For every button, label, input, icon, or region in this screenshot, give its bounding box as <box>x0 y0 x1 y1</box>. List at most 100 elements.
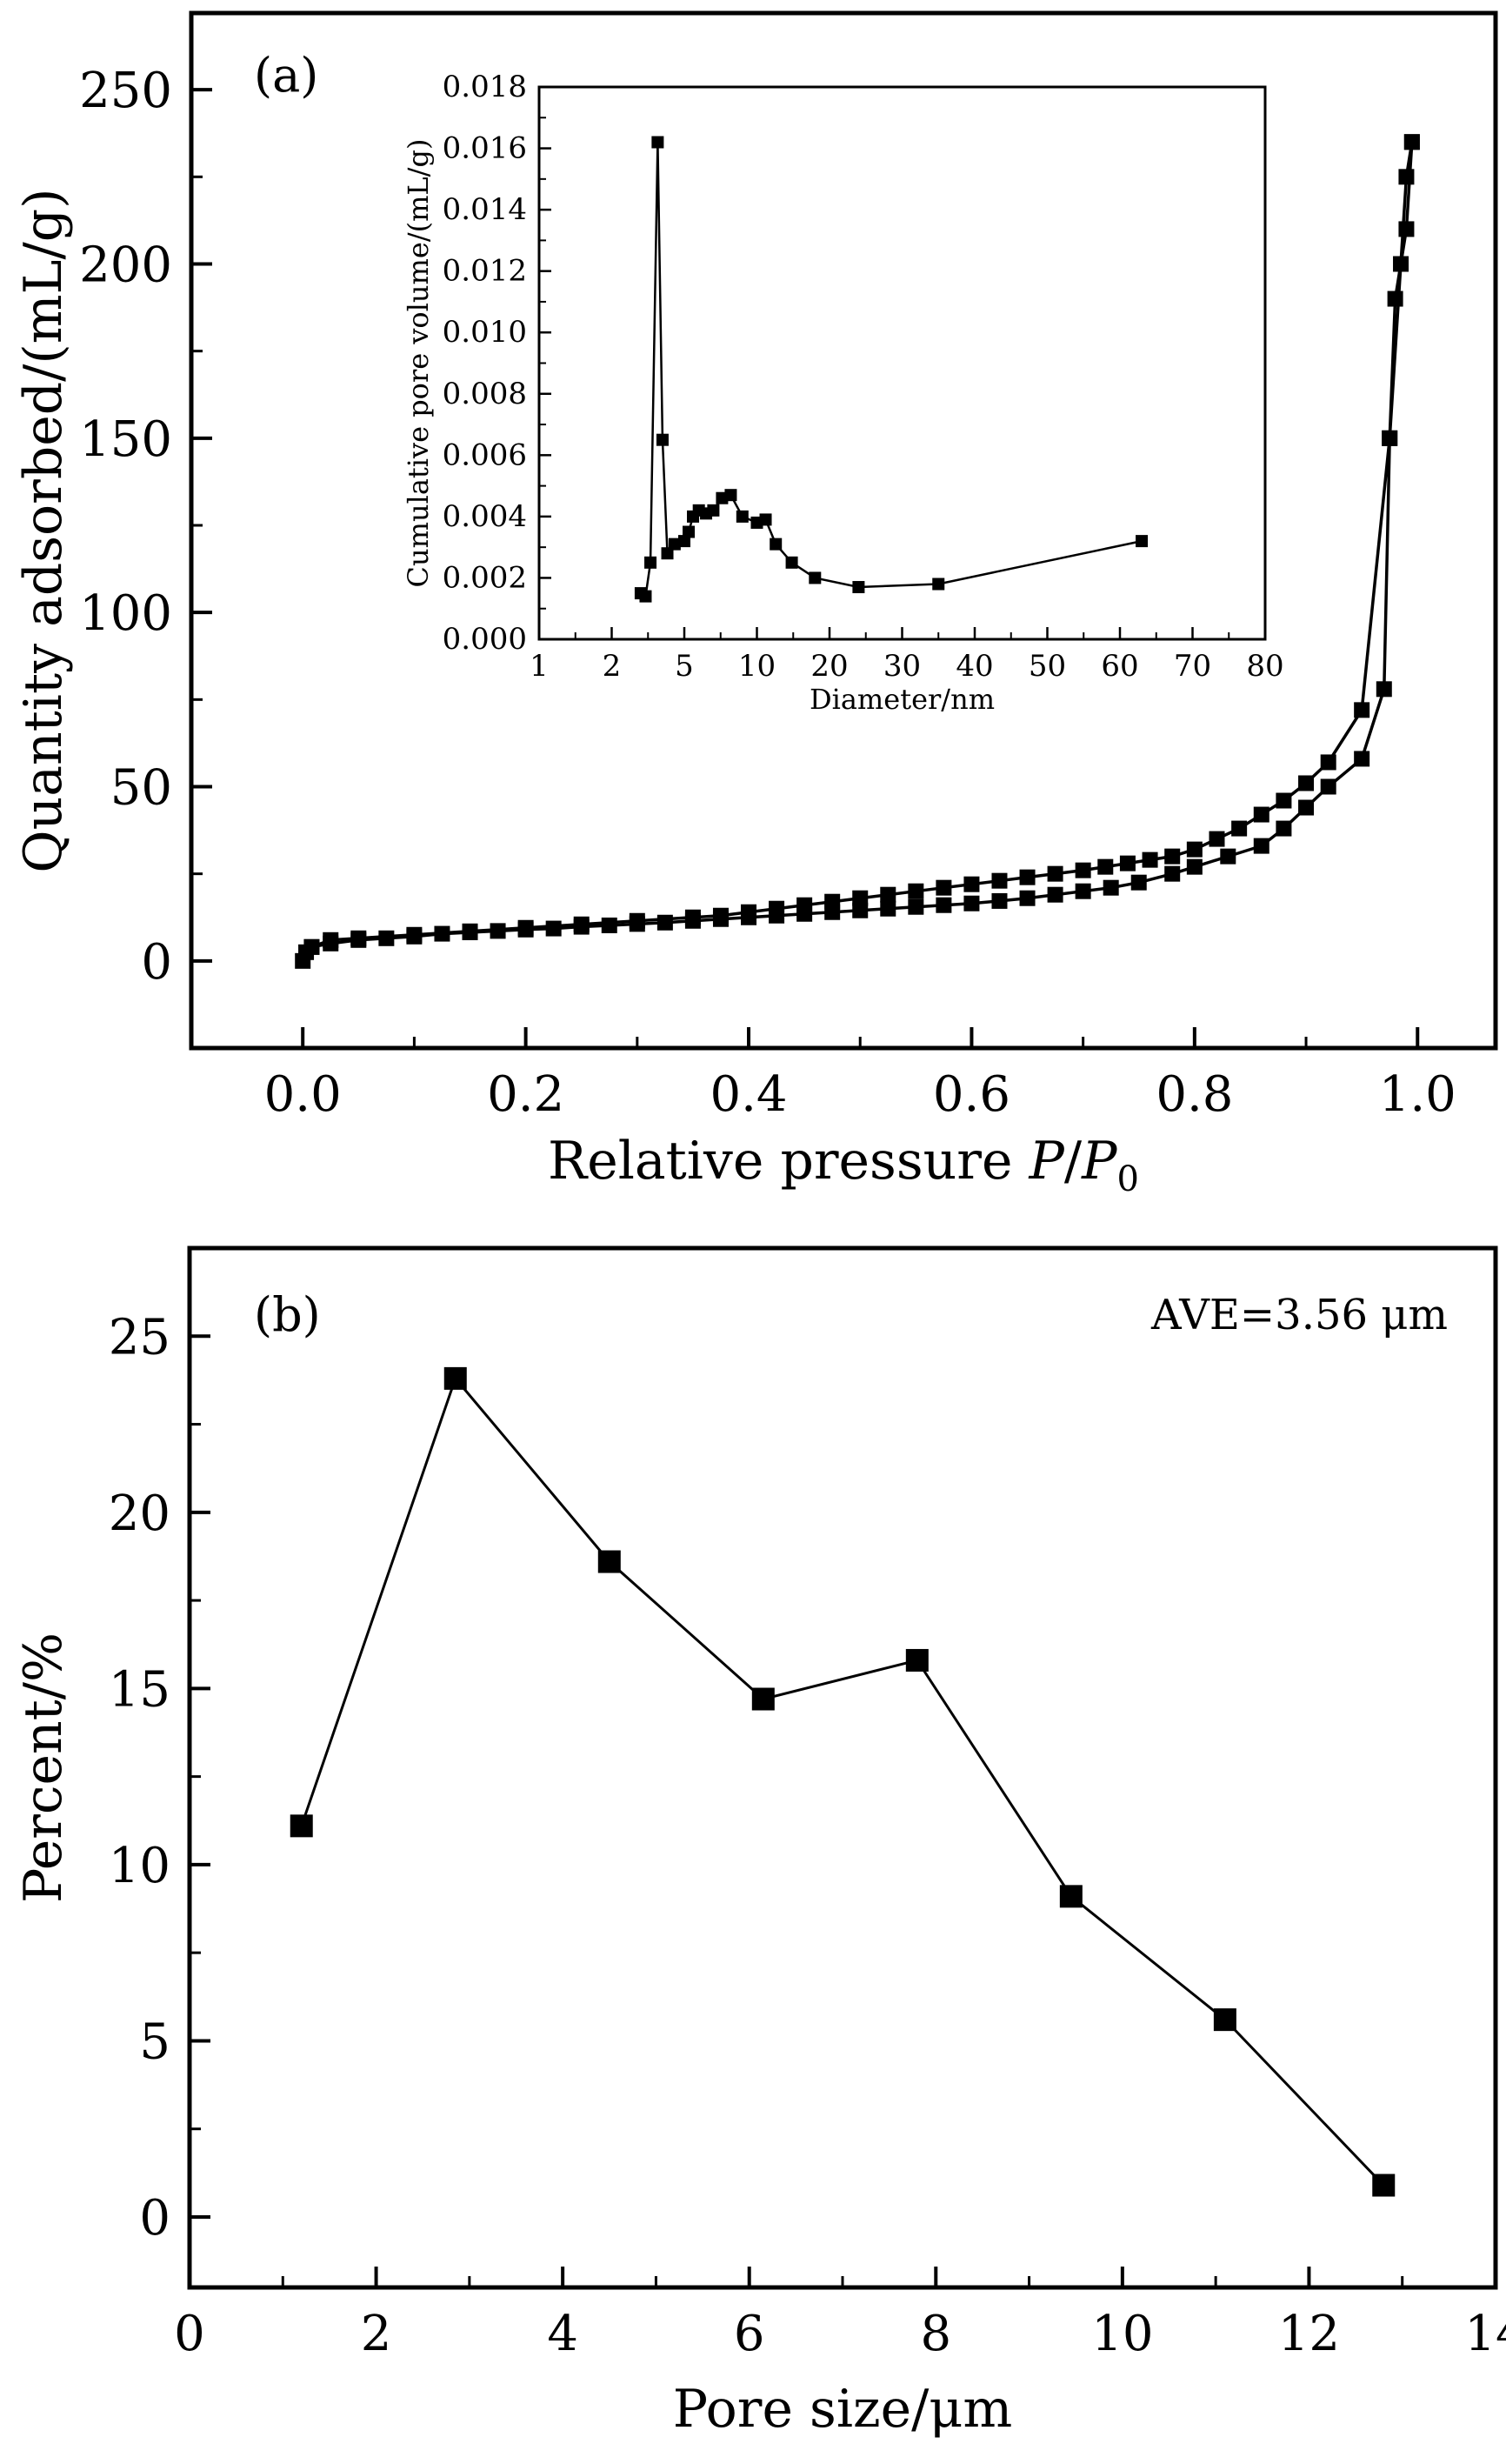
inset-point <box>852 581 865 594</box>
desorption-point <box>1164 848 1181 865</box>
inset-point <box>639 590 652 603</box>
desorption-point <box>350 930 367 946</box>
panel-a-x-tick-label: 1.0 <box>1379 1066 1456 1123</box>
adsorption-point <box>1376 681 1392 698</box>
panel-a-inset: 1 2 5 10 20 30 40 50 60 70 80 0.000 0.002 0.004 0.006 0… <box>402 70 1284 716</box>
panel-b-y-tick-label: 25 <box>109 1309 170 1366</box>
desorption-point <box>1186 841 1203 858</box>
inset-x-tick-label: 60 <box>1101 649 1138 684</box>
inset-x-tick-label: 10 <box>738 649 776 684</box>
panel-a-x-tick-label: 0.2 <box>487 1066 564 1123</box>
desorption-point <box>1403 134 1420 150</box>
inset-y-tick-label: 0.014 <box>443 192 527 227</box>
pore-size-point <box>905 1648 929 1672</box>
pore-size-point <box>1059 1885 1083 1908</box>
adsorption-point <box>963 895 980 911</box>
inset-point <box>809 571 822 584</box>
desorption-point <box>1320 754 1336 771</box>
pore-size-point <box>751 1687 775 1711</box>
inset-point <box>651 136 664 149</box>
desorption-point <box>1253 806 1269 823</box>
adsorption-point <box>936 897 952 913</box>
adsorption-point <box>1019 890 1036 906</box>
panel-b-label: (b) <box>254 1287 321 1342</box>
adsorption-point <box>1387 290 1403 307</box>
inset-y-tick-label: 0.000 <box>443 622 527 657</box>
desorption-point <box>1119 855 1136 871</box>
desorption-point <box>303 938 320 955</box>
panel-b-x-axis-label: Pore size/μm <box>673 2379 1013 2440</box>
panel-b-y-axis-label: Percent/% <box>13 1633 74 1903</box>
panel-a-x-tick-label: 0.4 <box>710 1066 787 1123</box>
adsorption-point <box>1130 874 1147 891</box>
inset-x-axis-label: Diameter/nm <box>810 683 995 716</box>
desorption-point <box>852 890 869 906</box>
panel-b-data-marks <box>290 1366 1396 2197</box>
desorption-point <box>1097 858 1114 875</box>
adsorption-point <box>378 930 395 946</box>
adsorption-point <box>1103 879 1119 896</box>
desorption-point <box>1354 702 1370 718</box>
panel-b-y-tick-label: 5 <box>139 2013 170 2070</box>
desorption-point <box>963 876 980 892</box>
panel-b-average-annotation: AVE=3.56 μm <box>1150 1291 1448 1339</box>
adsorption-point <box>1164 865 1181 882</box>
inset-y-tick-label: 0.002 <box>443 560 527 595</box>
inset-y-tick-label: 0.012 <box>443 254 527 289</box>
pore-size-point <box>1213 2008 1236 2032</box>
desorption-point <box>1398 169 1415 185</box>
desorption-point <box>684 909 701 925</box>
desorption-point <box>573 916 590 932</box>
inset-x-tick-label: 1 <box>530 649 549 684</box>
adsorption-point <box>1276 820 1292 837</box>
adsorption-point <box>991 892 1008 909</box>
adsorption-point <box>1298 799 1315 816</box>
desorption-point <box>908 883 924 899</box>
inset-y-tick-label: 0.016 <box>443 131 527 166</box>
inset-point <box>661 547 674 560</box>
inset-point <box>644 556 657 569</box>
inset-point <box>759 513 772 526</box>
panel-b-y-tick-label: 15 <box>109 1661 170 1718</box>
desorption-point <box>406 926 423 943</box>
panel-b-x-tick-label: 6 <box>734 2306 765 2362</box>
inset-point <box>656 433 669 446</box>
inset-x-tick-label: 20 <box>810 649 848 684</box>
pore-size-point <box>1372 2174 1396 2197</box>
panel-a-x-axis-label: Relative pressure P/P0 <box>548 1131 1139 1199</box>
desorption-point <box>824 893 841 910</box>
inset-point <box>678 535 690 548</box>
panel-b-x-tick-label: 2 <box>361 2306 392 2362</box>
desorption-point <box>629 912 645 929</box>
inset-point <box>707 504 720 517</box>
panel-a-y-tick-label: 200 <box>79 237 172 293</box>
panel-a-x-tick-label: 0.8 <box>1156 1066 1233 1123</box>
inset-plot-frame <box>537 85 1267 641</box>
panel-a-label: (a) <box>254 48 318 103</box>
panel-a-x-tick-label: 0.6 <box>933 1066 1010 1123</box>
adsorption-point <box>1398 221 1415 237</box>
x-axis-label-subscript: 0 <box>1117 1159 1139 1199</box>
adsorption-point <box>545 920 562 937</box>
pore-size-series-line <box>300 1375 1385 2187</box>
panel-b-x-tick-label: 4 <box>547 2306 578 2362</box>
desorption-point <box>880 886 896 903</box>
inset-y-axis-label: Cumulative pore volume/(mL/g) <box>402 139 435 588</box>
inset-data-marks <box>634 136 1149 603</box>
panel-b-y-tick-label: 0 <box>139 2190 170 2247</box>
adsorption-point <box>852 902 869 918</box>
adsorption-point <box>1220 848 1236 865</box>
adsorption-point <box>1253 838 1269 854</box>
panel-b-x-tick-label: 10 <box>1091 2306 1153 2362</box>
desorption-point <box>517 919 534 936</box>
panel-a-y-axis-label: Quantity adsorbed/(mL/g) <box>13 188 74 872</box>
pore-size-point <box>597 1550 621 1573</box>
panel-b-x-tick-label: 14 <box>1464 2306 1506 2362</box>
desorption-point <box>1209 831 1225 847</box>
desorption-point <box>1075 862 1091 878</box>
panel-b-y-tick-label: 10 <box>109 1838 170 1894</box>
pore-size-point <box>290 1814 313 1838</box>
adsorption-point <box>1075 883 1091 899</box>
pore-size-point <box>443 1366 467 1390</box>
